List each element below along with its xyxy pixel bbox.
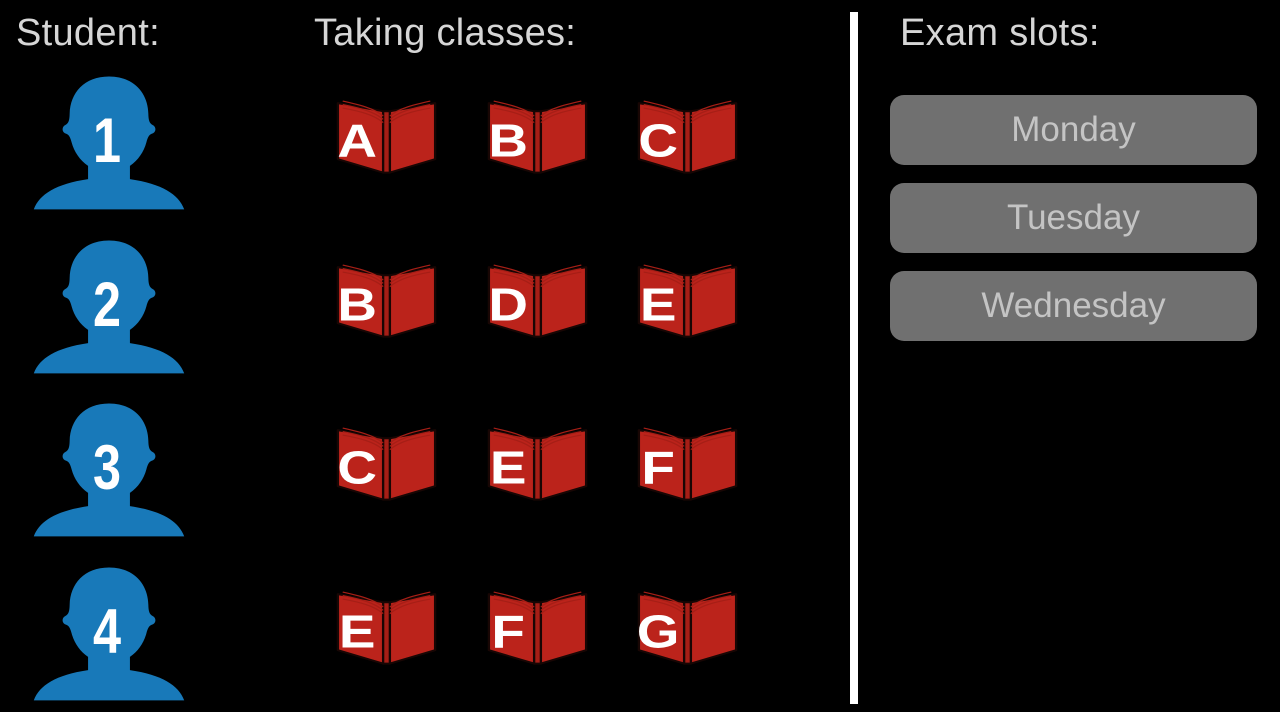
svg-text:B: B (337, 279, 377, 331)
svg-text:E: E (640, 279, 677, 331)
svg-text:C: C (337, 442, 377, 494)
svg-text:C: C (638, 115, 678, 167)
svg-text:G: G (637, 606, 680, 658)
svg-text:B: B (488, 115, 528, 167)
svg-text:E: E (490, 442, 527, 494)
svg-text:F: F (641, 442, 675, 494)
svg-text:D: D (488, 279, 528, 331)
svg-text:A: A (337, 115, 377, 167)
svg-text:F: F (491, 606, 525, 658)
svg-text:E: E (339, 606, 376, 658)
